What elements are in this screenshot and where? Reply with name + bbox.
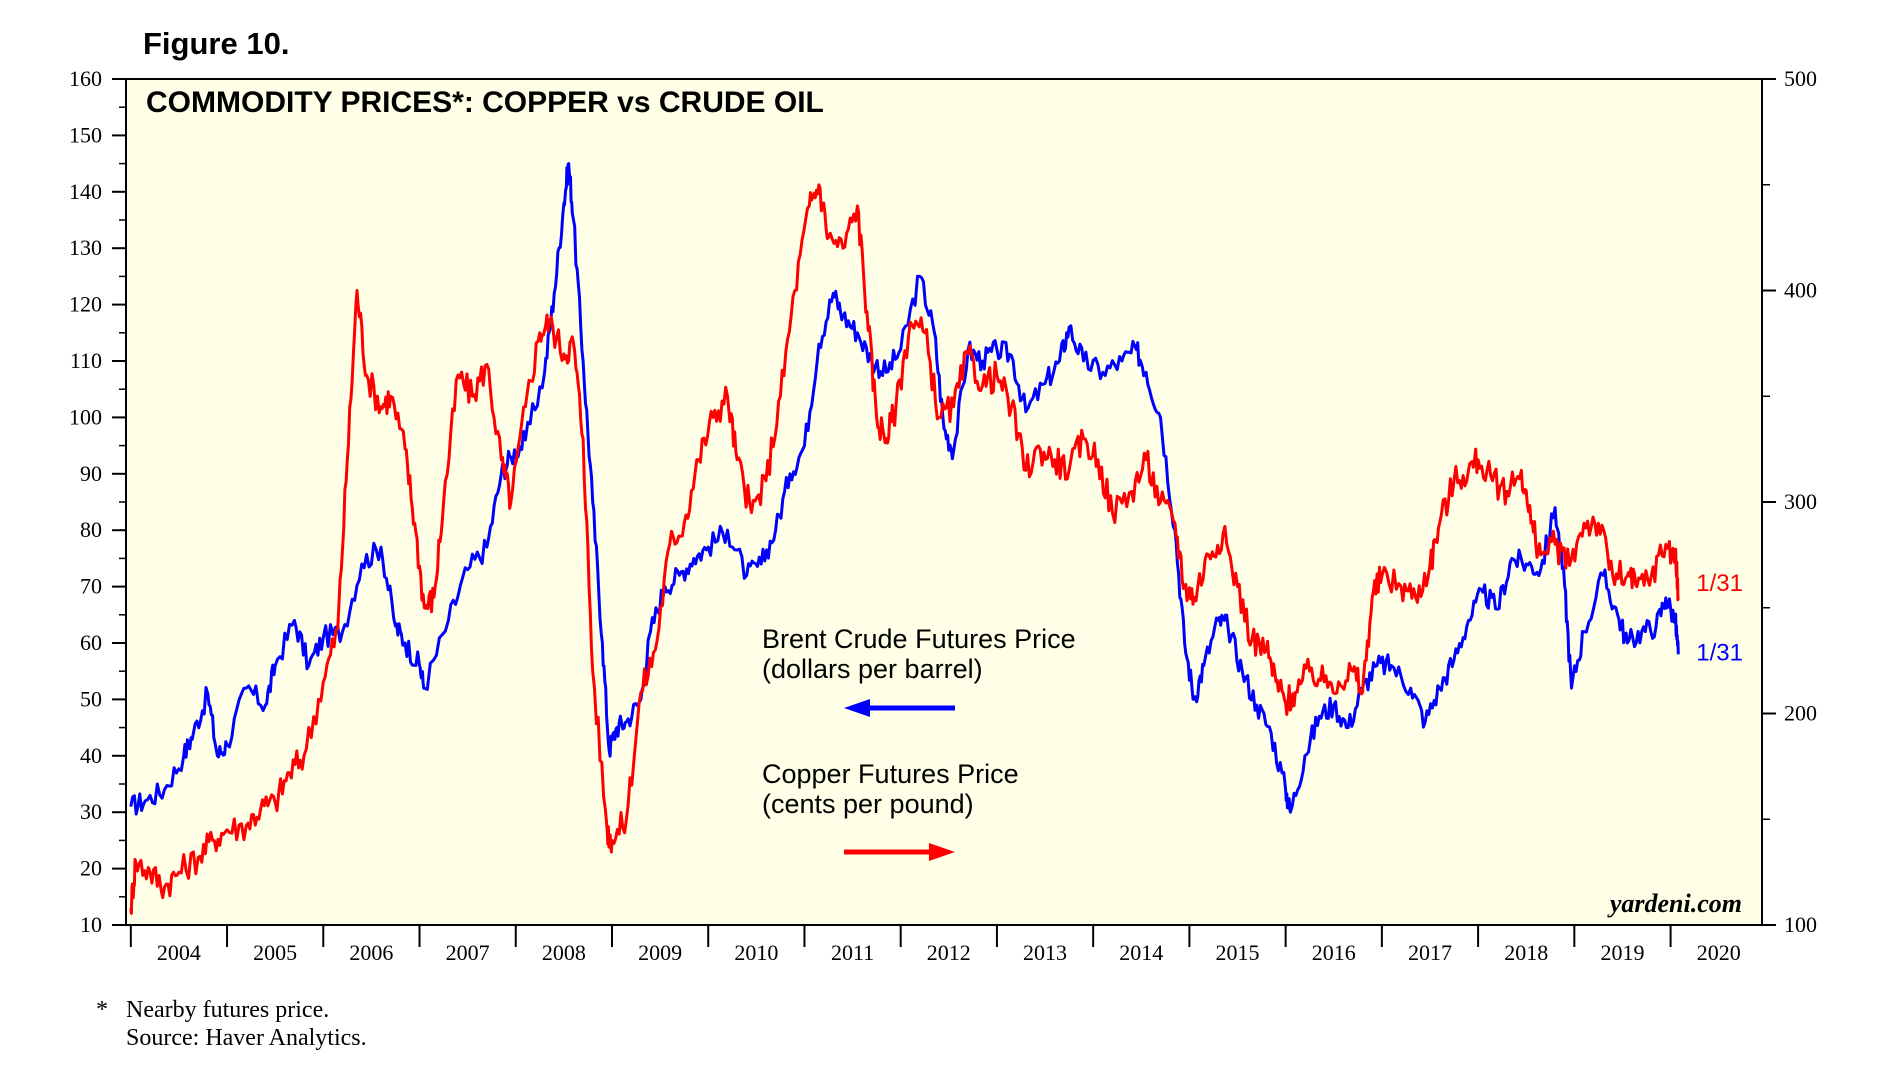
right-axis-tick-label: 200 <box>1784 701 1817 726</box>
left-axis-tick-label: 100 <box>69 404 102 429</box>
watermark: yardeni.com <box>1607 889 1742 918</box>
plot-background <box>125 78 1763 926</box>
left-axis-tick-label: 20 <box>80 856 102 881</box>
left-axis-tick-label: 120 <box>69 292 102 317</box>
left-axis-tick-label: 140 <box>69 179 102 204</box>
left-axis-tick-label: 110 <box>70 348 102 373</box>
x-axis-tick-label: 2006 <box>349 940 393 965</box>
left-axis-tick-label: 80 <box>80 517 102 542</box>
x-axis-tick-label: 2004 <box>157 940 201 965</box>
series-line-copper <box>129 183 1680 915</box>
right-axis-tick-label: 300 <box>1784 489 1817 514</box>
legend-label: Copper Futures Price <box>762 759 1019 789</box>
left-axis-tick-label: 130 <box>69 235 102 260</box>
legend-arrow-head <box>929 843 955 861</box>
legend-unit: (dollars per barrel) <box>762 654 983 684</box>
x-axis-tick-label: 2007 <box>446 940 490 965</box>
left-axis-tick-label: 10 <box>80 912 102 937</box>
left-axis-tick-label: 50 <box>80 686 102 711</box>
right-axis-tick-label: 100 <box>1784 912 1817 937</box>
x-axis-tick-label: 2011 <box>831 940 874 965</box>
figure-label: Figure 10. <box>143 26 290 61</box>
x-axis-tick-label: 2008 <box>542 940 586 965</box>
right-axis-tick-label: 400 <box>1784 278 1817 303</box>
left-axis-tick-label: 160 <box>69 66 102 91</box>
footnote: * Nearby futures price. Source: Haver Ana… <box>96 996 367 1052</box>
legend-unit: (cents per pound) <box>762 789 974 819</box>
right-axis-tick-label: 500 <box>1784 66 1817 91</box>
x-axis-tick-label: 2018 <box>1504 940 1548 965</box>
left-axis-tick-label: 40 <box>80 743 102 768</box>
x-axis-tick-label: 2015 <box>1216 940 1260 965</box>
x-axis-tick-label: 2013 <box>1023 940 1067 965</box>
left-axis-tick-label: 30 <box>80 799 102 824</box>
left-axis-tick-label: 70 <box>80 574 102 599</box>
x-axis-tick-label: 2012 <box>927 940 971 965</box>
x-axis-tick-label: 2016 <box>1312 940 1356 965</box>
left-axis-tick-label: 150 <box>69 122 102 147</box>
x-axis-tick-label: 2010 <box>734 940 778 965</box>
footnote-source: Source: Haver Analytics. <box>126 1025 367 1051</box>
x-axis-tick-label: 2019 <box>1600 940 1644 965</box>
series-end-label: 1/31 <box>1696 639 1743 666</box>
legend-label: Brent Crude Futures Price <box>762 624 1076 654</box>
footnote-note: Nearby futures price. <box>126 997 330 1023</box>
x-axis-tick-label: 2020 <box>1697 940 1741 965</box>
series-line-brent-crude <box>129 162 1680 816</box>
legend-arrow-head <box>844 699 870 717</box>
x-axis-tick-label: 2009 <box>638 940 682 965</box>
x-axis-tick-label: 2005 <box>253 940 297 965</box>
chart-title: COMMODITY PRICES*: COPPER vs CRUDE OIL <box>146 86 824 119</box>
x-axis-tick-label: 2017 <box>1408 940 1452 965</box>
left-axis-tick-label: 90 <box>80 461 102 486</box>
footnote-marker: * <box>96 997 108 1023</box>
series-end-label: 1/31 <box>1696 570 1743 597</box>
left-axis-tick-label: 60 <box>80 630 102 655</box>
x-axis-tick-label: 2014 <box>1119 940 1163 965</box>
